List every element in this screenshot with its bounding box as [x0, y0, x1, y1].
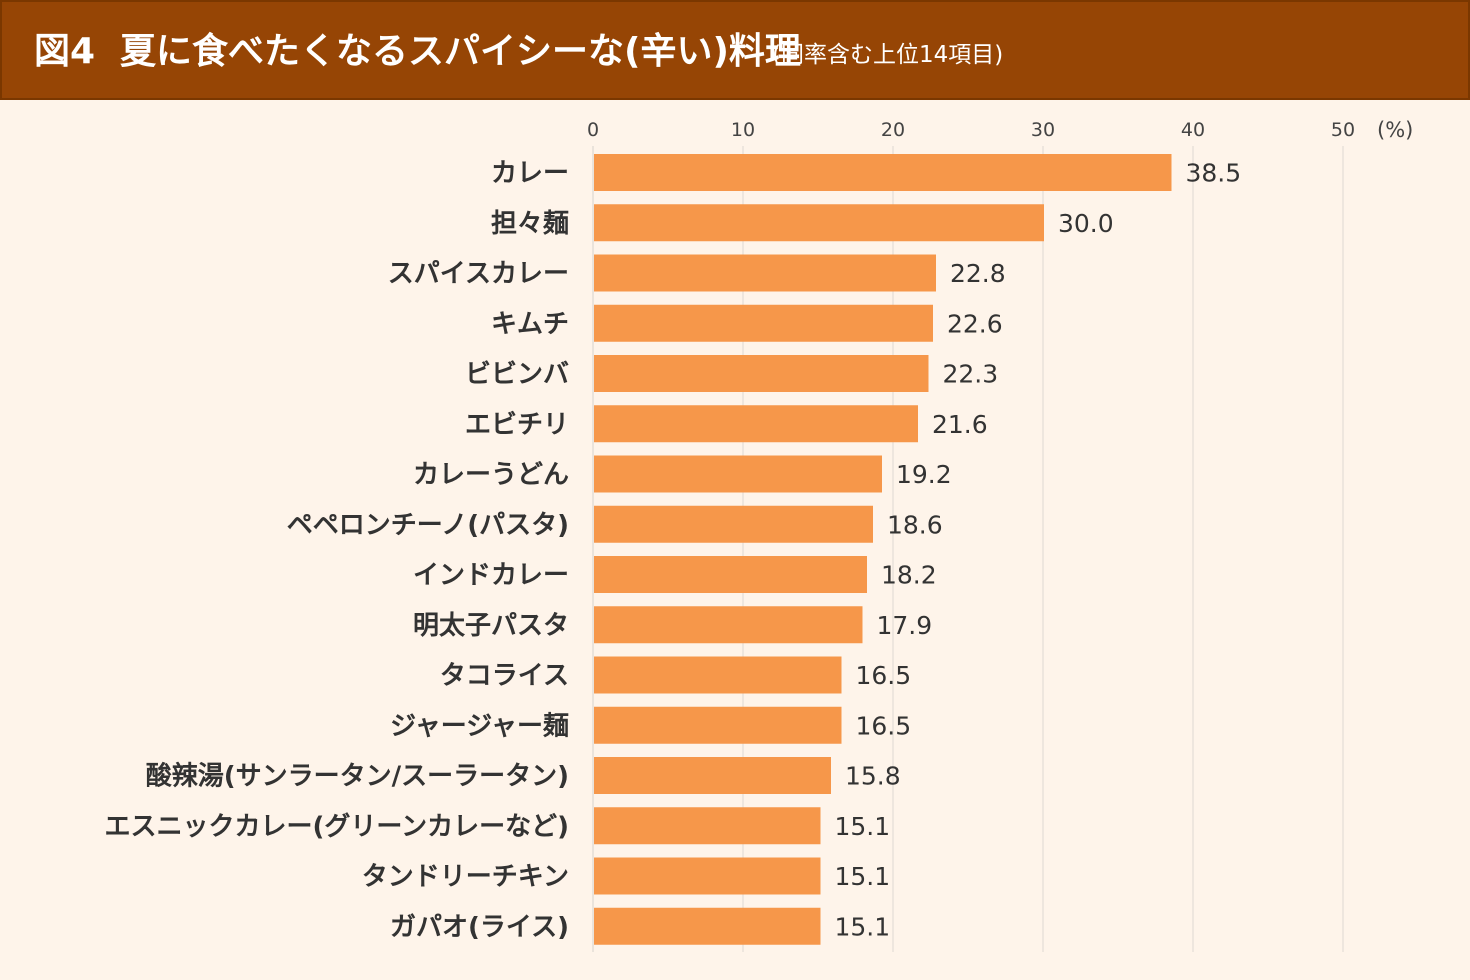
- x-tick-label: 20: [881, 119, 905, 141]
- data-label: 16.5: [856, 711, 912, 740]
- category-label: キムチ: [491, 309, 569, 339]
- data-label: 15.8: [845, 762, 901, 791]
- bar: [594, 807, 821, 845]
- data-label: 19.2: [896, 460, 952, 489]
- data-label: 18.6: [887, 510, 943, 539]
- data-label: 15.1: [835, 862, 891, 891]
- bar: [594, 656, 842, 694]
- chart-header: 図4 夏に食べたくなるスパイシーな(辛い)料理 (同率含む上位14項目): [0, 0, 1470, 100]
- chart-subtitle: (同率含む上位14項目): [772, 42, 1004, 68]
- data-label: 22.8: [950, 259, 1006, 288]
- bar: [594, 857, 821, 895]
- chart-title: 夏に食べたくなるスパイシーな(辛い)料理: [120, 31, 801, 72]
- category-label: スパイスカレー: [388, 259, 569, 289]
- bar: [594, 405, 918, 443]
- bar: [594, 254, 936, 292]
- category-label: 担々麺: [491, 209, 569, 239]
- bar: [594, 455, 882, 493]
- category-label: 酸辣湯(サンラータン/スーラータン): [146, 761, 569, 792]
- category-label: エビチリ: [465, 410, 569, 440]
- category-label: カレー: [491, 159, 569, 189]
- data-label: 38.5: [1186, 159, 1242, 188]
- data-label: 15.1: [835, 812, 891, 841]
- bar: [594, 706, 842, 744]
- x-tick-label: 10: [731, 119, 755, 141]
- category-label: ジャージャー麺: [390, 711, 569, 741]
- bar: [594, 556, 867, 593]
- bar: [594, 907, 821, 945]
- bar: [594, 606, 863, 644]
- data-label: 15.1: [835, 912, 891, 941]
- data-label: 17.9: [877, 611, 933, 640]
- category-label: タンドリーチキン: [362, 862, 569, 892]
- bar: [594, 304, 933, 342]
- bar: [594, 355, 929, 392]
- data-label: 18.2: [881, 561, 937, 590]
- data-label: 16.5: [856, 661, 912, 690]
- figure-number: 図4: [34, 31, 96, 72]
- data-label: 30.0: [1058, 209, 1114, 238]
- category-label: ペペロンチーノ(パスタ): [287, 510, 569, 540]
- x-tick-label: 50: [1331, 119, 1355, 141]
- bar: [594, 154, 1172, 191]
- category-label: カレーうどん: [413, 460, 569, 490]
- category-label: インドカレー: [413, 561, 569, 591]
- data-label: 21.6: [932, 410, 988, 439]
- bar: [594, 757, 831, 794]
- unit-label: (%): [1377, 118, 1413, 142]
- bar: [594, 204, 1044, 242]
- category-label: エスニックカレー(グリーンカレーなど): [105, 812, 569, 842]
- x-tick-label: 0: [587, 119, 599, 141]
- category-label: 明太子パスタ: [413, 611, 569, 641]
- data-label: 22.3: [943, 360, 999, 389]
- data-label: 22.6: [947, 309, 1003, 338]
- category-label: ガパオ(ライス): [390, 912, 569, 942]
- x-tick-label: 40: [1181, 119, 1205, 141]
- category-label: タコライス: [440, 661, 569, 691]
- bar: [594, 505, 873, 543]
- x-tick-label: 30: [1031, 119, 1055, 141]
- category-label: ビビンバ: [465, 360, 569, 390]
